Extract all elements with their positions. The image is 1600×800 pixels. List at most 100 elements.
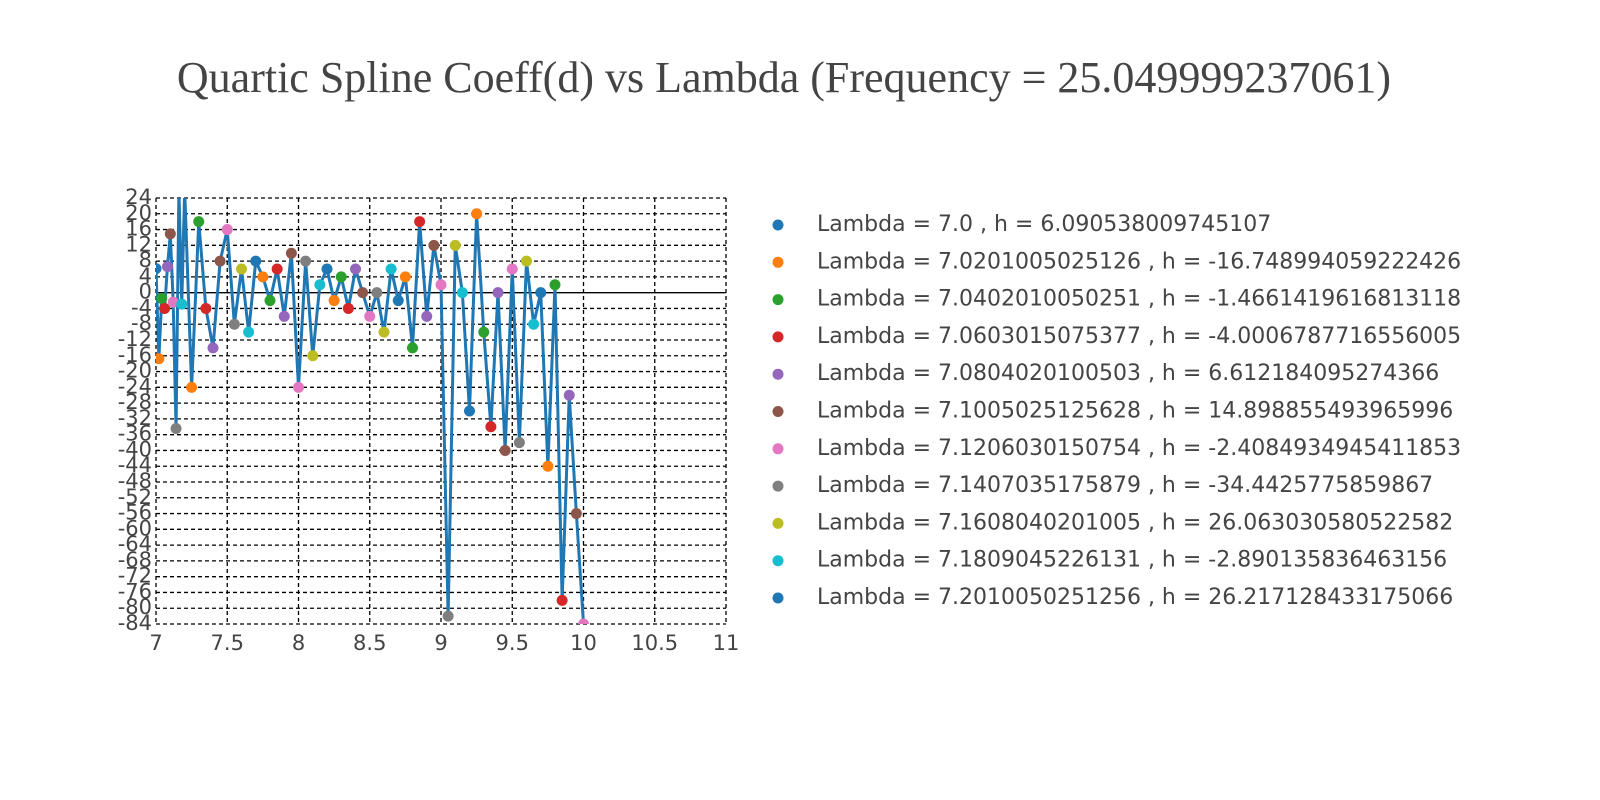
y-tick-label: -68 (118, 548, 152, 572)
data-point (549, 279, 561, 291)
data-point (186, 381, 198, 393)
data-point (371, 287, 383, 299)
y-tick-label: 20 (125, 201, 152, 225)
x-tick-label: 10 (570, 631, 597, 655)
data-point (314, 279, 326, 291)
y-tick-label: -32 (118, 406, 152, 430)
legend-marker (772, 480, 784, 492)
data-point (236, 263, 247, 275)
legend-label: Lambda = 7.0603015075377 , h = -4.000678… (817, 324, 1461, 349)
y-tick-label: 4 (139, 264, 152, 288)
data-point (442, 610, 454, 622)
data-point (335, 271, 347, 283)
data-point (176, 298, 188, 310)
x-tick-label: 8.5 (353, 631, 386, 655)
legend-marker (772, 294, 784, 306)
y-tick-label: -20 (118, 359, 152, 383)
x-tick-label: 9 (434, 631, 447, 655)
data-point (392, 295, 404, 307)
legend-label: Lambda = 7.2010050251256 , h = 26.217128… (817, 585, 1453, 610)
data-point (167, 296, 179, 308)
data-point (385, 263, 397, 275)
data-point (170, 423, 182, 435)
legend-marker (772, 406, 784, 417)
data-point (156, 292, 168, 304)
data-point (513, 437, 525, 449)
data-point (300, 255, 312, 267)
legend-marker (772, 368, 784, 380)
legend-marker (772, 256, 784, 268)
data-point (542, 460, 554, 472)
y-tick-label: -80 (118, 595, 152, 619)
data-point (407, 342, 418, 354)
data-point (570, 508, 582, 520)
legend-label: Lambda = 7.1206030150754 , h = -2.408493… (817, 436, 1461, 461)
data-point (435, 279, 447, 291)
data-point (471, 208, 483, 220)
x-tick-label: 11 (713, 631, 740, 655)
data-point (528, 318, 540, 330)
y-tick-label: -8 (131, 311, 152, 335)
data-point (221, 224, 233, 236)
data-point (506, 263, 518, 275)
data-point (200, 302, 212, 314)
y-tick-label: 16 (125, 217, 152, 241)
y-tick-label: -24 (118, 374, 152, 398)
data-point (563, 389, 575, 401)
data-point (456, 287, 468, 299)
y-tick-label: 12 (125, 232, 152, 256)
x-tick-label: 8 (292, 631, 305, 655)
data-point (578, 618, 589, 624)
data-point (257, 271, 269, 283)
data-point (164, 228, 176, 240)
y-tick-label: -16 (118, 343, 152, 367)
data-point (350, 263, 361, 275)
data-point (321, 263, 333, 275)
y-tick-label: -56 (118, 501, 152, 525)
y-tick-label: -52 (118, 485, 152, 509)
data-point (271, 263, 283, 275)
y-tick-label: 24 (125, 185, 152, 209)
y-tick-label: -12 (118, 327, 152, 351)
legend-label: Lambda = 7.1809045226131 , h = -2.890135… (817, 548, 1447, 573)
data-point (285, 247, 297, 259)
data-point (521, 255, 532, 267)
data-point (492, 287, 504, 299)
y-tick-label: -36 (118, 422, 152, 446)
data-point (161, 261, 173, 273)
data-point (264, 295, 276, 307)
data-point (342, 302, 354, 314)
legend-marker (772, 555, 784, 567)
y-tick-label: 0 (139, 280, 152, 304)
y-tick-label: -48 (118, 469, 152, 493)
y-tick-label: 8 (139, 248, 152, 272)
y-tick-label: -4 (131, 295, 152, 319)
x-tick-label: 7 (149, 631, 162, 655)
data-point (378, 326, 390, 338)
legend-label: Lambda = 7.1407035175879 , h = -34.44257… (817, 473, 1433, 498)
data-point (485, 421, 497, 433)
y-tick-label: -84 (118, 611, 152, 635)
data-point (250, 255, 262, 267)
legend-marker (772, 443, 784, 455)
data-point (243, 326, 255, 338)
data-point (357, 287, 369, 299)
data-point (449, 239, 461, 251)
data-point (535, 287, 547, 299)
data-point (214, 255, 226, 267)
data-point (399, 271, 411, 283)
y-tick-label: -72 (118, 564, 152, 588)
legend-marker (772, 592, 784, 604)
data-point (159, 302, 171, 314)
y-tick-label: -76 (118, 579, 152, 603)
legend-marker (772, 219, 784, 231)
data-point (278, 310, 290, 322)
data-point (307, 350, 319, 362)
legend-label: Lambda = 7.0 , h = 6.090538009745107 (817, 212, 1271, 237)
data-point (156, 353, 165, 365)
data-point (464, 405, 475, 417)
data-point (414, 216, 426, 228)
data-point (156, 263, 162, 275)
y-tick-label: -60 (118, 516, 152, 540)
data-point (364, 310, 376, 322)
